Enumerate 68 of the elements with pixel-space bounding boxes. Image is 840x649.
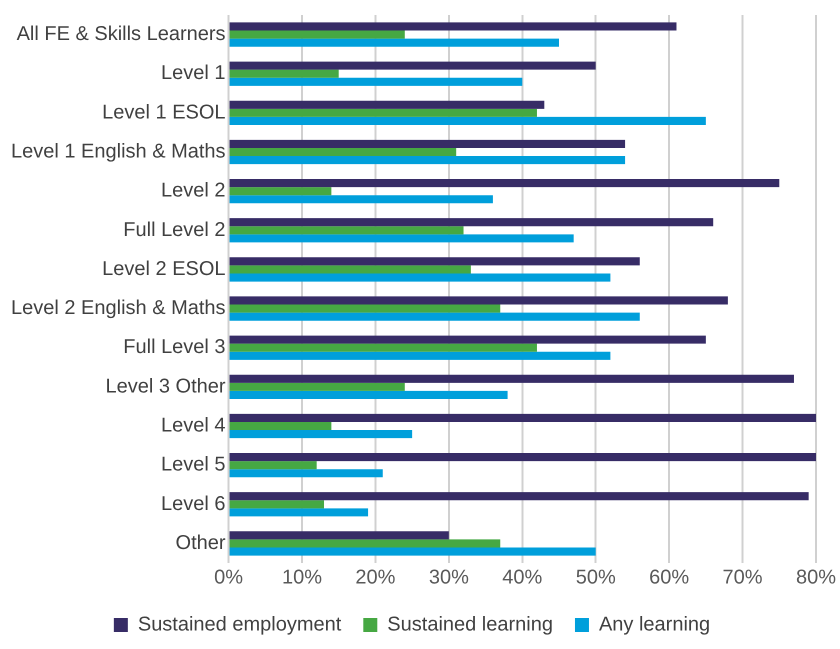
y-tick-label: Full Level 3 [123,336,226,358]
bar [230,218,714,226]
bar [230,492,809,500]
bar [230,414,816,422]
bar [230,453,816,462]
bar [230,78,522,86]
y-tick-label: Level 1 [161,62,226,84]
bar [230,422,332,430]
bar [230,195,493,204]
bar [230,344,537,352]
bar [230,352,610,360]
x-tick-label: 70% [722,566,763,589]
x-tick-label: 0% [214,566,244,589]
bar [230,234,574,242]
bar [230,547,596,556]
legend-label: Sustained employment [138,614,342,636]
bar [230,461,317,470]
bar [230,70,339,78]
bar [230,296,728,305]
x-tick-label: 30% [428,566,470,589]
bar [230,304,500,313]
bar [230,100,544,109]
bar [230,30,405,39]
y-tick-label: Level 5 [161,454,226,476]
bar [230,226,464,234]
x-tick-label: 80% [796,566,836,589]
bar [230,38,559,47]
y-tick-label: Full Level 2 [123,218,226,241]
y-tick-label: All FE & Skills Learners [16,23,226,46]
bar [230,62,596,70]
bar [230,531,449,540]
y-tick-label: Level 1 English & Maths [11,140,226,163]
bar [230,140,626,148]
bar [230,257,640,266]
bar [230,116,706,125]
y-tick-label: Level 2 ESOL [102,258,226,280]
bar [230,500,324,508]
x-tick-label: 40% [502,566,543,589]
bar [230,508,368,516]
x-tick-label: 60% [649,566,690,589]
legend-label: Sustained learning [387,614,553,636]
y-tick-label: Level 2 English & Maths [11,297,226,320]
bar [230,390,508,399]
y-tick-label: Level 4 [161,414,226,437]
bar [230,22,676,31]
bar [230,430,412,438]
bar [230,469,383,478]
bar [230,187,332,196]
bar [230,374,794,383]
bar [230,382,405,391]
bar [230,179,780,188]
bar [230,108,537,117]
y-tick-label: Level 3 Other [105,375,226,398]
bar [230,265,471,274]
bar [230,336,706,344]
bar [230,312,640,321]
x-tick-label: 10% [282,566,322,589]
legend-label: Any learning [598,614,710,636]
x-tick-label: 20% [355,566,396,589]
bar [230,539,500,548]
bar [230,156,626,164]
y-tick-label: Level 2 [161,180,226,202]
y-tick-label: Level 1 ESOL [102,101,226,124]
bar [230,273,610,282]
x-tick-label: 50% [576,566,616,589]
y-tick-label: Other [176,532,226,554]
bar [230,148,456,156]
y-tick-label: Level 6 [161,492,226,515]
